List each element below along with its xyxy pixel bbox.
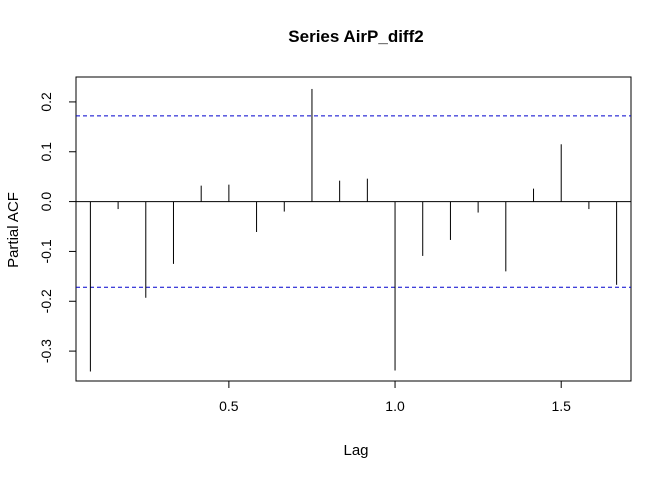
y-tick-label: 0.2 <box>38 92 54 112</box>
y-axis-label: Partial ACF <box>5 192 22 268</box>
plot-area: 0.5 1.0 1.5 -0.3 -0.2 -0.1 0.0 0.1 0.2 <box>38 76 632 414</box>
x-tick-label: 1.5 <box>551 398 571 414</box>
x-axis-label: Lag <box>343 442 368 459</box>
y-tick-label: 0.0 <box>38 192 54 212</box>
y-tick-label: -0.3 <box>38 339 54 363</box>
chart-title: Series AirP_diff2 <box>288 27 423 46</box>
y-tick-label: 0.1 <box>38 142 54 162</box>
x-tick-label: 1.0 <box>385 398 405 414</box>
y-tick-label: -0.1 <box>38 239 54 263</box>
plot-frame <box>75 76 632 382</box>
x-tick-label: 0.5 <box>219 398 239 414</box>
y-tick-label: -0.2 <box>38 289 54 313</box>
